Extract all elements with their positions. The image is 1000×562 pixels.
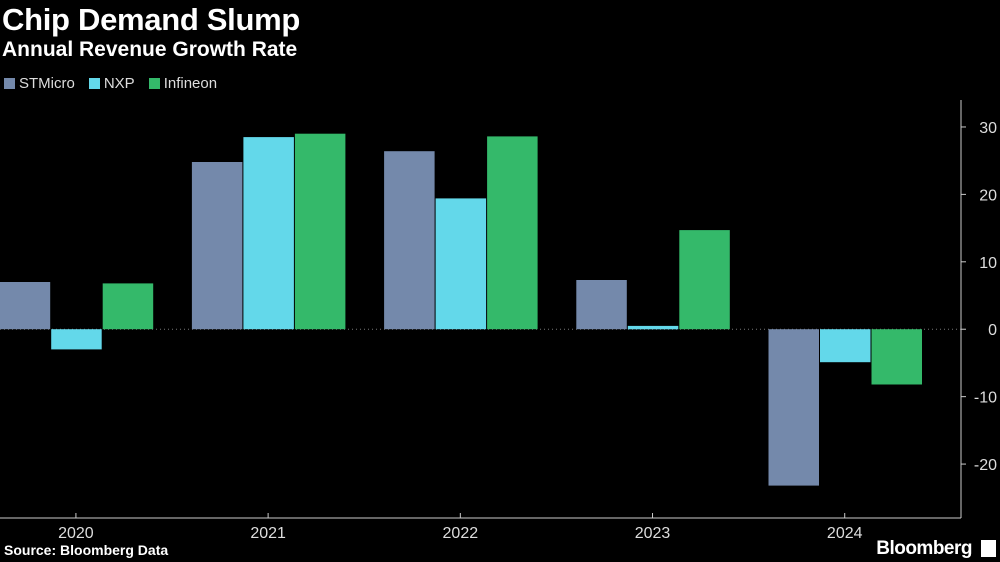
x-tick-label-2020: 2020 (58, 525, 94, 542)
bar-infineon-2021 (294, 133, 346, 330)
chart-subtitle: Annual Revenue Growth Rate (2, 38, 298, 61)
bloomberg-logo: Bloomberg (876, 538, 972, 559)
bar-nxp-2022 (435, 198, 487, 330)
legend-swatch-stmicro (4, 78, 15, 89)
legend-label-infineon: Infineon (163, 75, 218, 92)
legend-item-nxp: NXP (88, 75, 135, 92)
y-tick-label--10: -10 (974, 390, 997, 407)
bloomberg-mark-icon (981, 540, 996, 557)
legend-label-stmicro: STMicro (19, 75, 75, 92)
bar-stmicro-2024 (768, 329, 819, 486)
legend-swatch-nxp (88, 78, 100, 89)
legend-item-infineon: Infineon (148, 75, 218, 92)
legend-label-nxp: NXP (103, 75, 135, 92)
x-tick-label-2022: 2022 (443, 525, 479, 542)
bar-nxp-2023 (627, 325, 679, 330)
y-tick-label--20: -20 (974, 457, 997, 474)
source-note: Source: Bloomberg Data (4, 542, 169, 558)
y-tick-label-10: 10 (979, 255, 997, 272)
bar-stmicro-2023 (576, 280, 627, 330)
bar-stmicro-2021 (191, 162, 243, 330)
bar-stmicro-2020 (0, 282, 51, 330)
bar-infineon-2020 (102, 283, 154, 330)
bar-stmicro-2022 (384, 151, 435, 330)
bar-nxp-2024 (820, 329, 871, 363)
bar-infineon-2023 (679, 230, 730, 330)
y-tick-label-20: 20 (979, 187, 997, 204)
legend-swatch-infineon (148, 78, 160, 89)
y-tick-label-0: 0 (988, 322, 997, 339)
x-tick-label-2021: 2021 (250, 525, 286, 542)
chart-title: Chip Demand Slump (2, 2, 301, 37)
bar-nxp-2021 (243, 137, 294, 330)
x-tick-label-2023: 2023 (635, 525, 671, 542)
y-tick-label-30: 30 (979, 120, 997, 137)
legend: STMicro NXP Infineon (4, 75, 217, 92)
bar-infineon-2022 (487, 136, 538, 330)
x-tick-label-2024: 2024 (827, 525, 863, 542)
bar-infineon-2024 (871, 329, 922, 385)
bar-nxp-2020 (51, 329, 102, 350)
legend-item-stmicro: STMicro (4, 75, 75, 92)
